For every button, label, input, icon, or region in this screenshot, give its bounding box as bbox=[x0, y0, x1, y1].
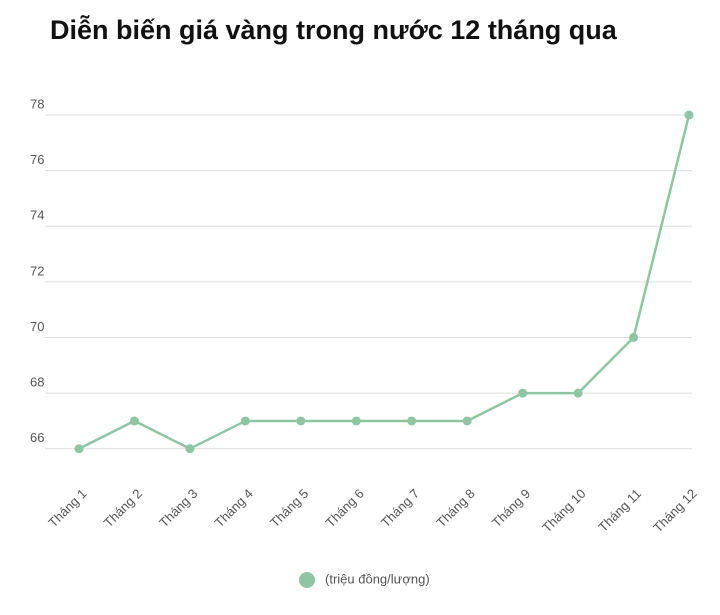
point bbox=[185, 444, 195, 454]
y-tick-label: 66 bbox=[30, 430, 44, 445]
x-tick-label: Tháng 5 bbox=[267, 486, 311, 530]
point bbox=[351, 416, 361, 426]
point bbox=[296, 416, 306, 426]
x-tick-label: Tháng 12 bbox=[650, 486, 699, 535]
legend-marker bbox=[299, 572, 315, 588]
point bbox=[684, 110, 694, 120]
y-tick-label: 74 bbox=[30, 208, 44, 223]
point bbox=[573, 388, 583, 398]
chart-title: Diễn biến giá vàng trong nước 12 tháng q… bbox=[50, 14, 618, 45]
x-tick-label: Tháng 9 bbox=[489, 486, 533, 530]
y-tick-label: 76 bbox=[30, 152, 44, 167]
line bbox=[78, 114, 691, 451]
x-tick-label: Tháng 6 bbox=[322, 486, 366, 530]
x-tick-label: Tháng 8 bbox=[433, 486, 477, 530]
y-tick-label: 68 bbox=[30, 375, 44, 390]
point bbox=[462, 416, 472, 426]
x-tick-label: Tháng 2 bbox=[101, 486, 145, 530]
x-tick-label: Tháng 1 bbox=[45, 486, 89, 530]
point bbox=[518, 388, 528, 398]
x-tick-label: Tháng 7 bbox=[378, 486, 422, 530]
point bbox=[74, 444, 84, 454]
y-tick-label: 72 bbox=[30, 263, 44, 278]
x-tick-label: Tháng 4 bbox=[212, 486, 256, 530]
point bbox=[629, 333, 639, 342]
x-tick-label: Tháng 10 bbox=[539, 486, 588, 535]
x-tick-label: Tháng 11 bbox=[595, 486, 644, 535]
x-tick-label: Tháng 3 bbox=[156, 486, 200, 530]
point bbox=[129, 416, 139, 426]
legend-label: (triệu đồng/lượng) bbox=[325, 571, 430, 586]
y-tick-label: 70 bbox=[30, 319, 44, 334]
point bbox=[407, 416, 417, 426]
y-tick-label: 78 bbox=[30, 96, 44, 111]
point bbox=[240, 416, 250, 426]
